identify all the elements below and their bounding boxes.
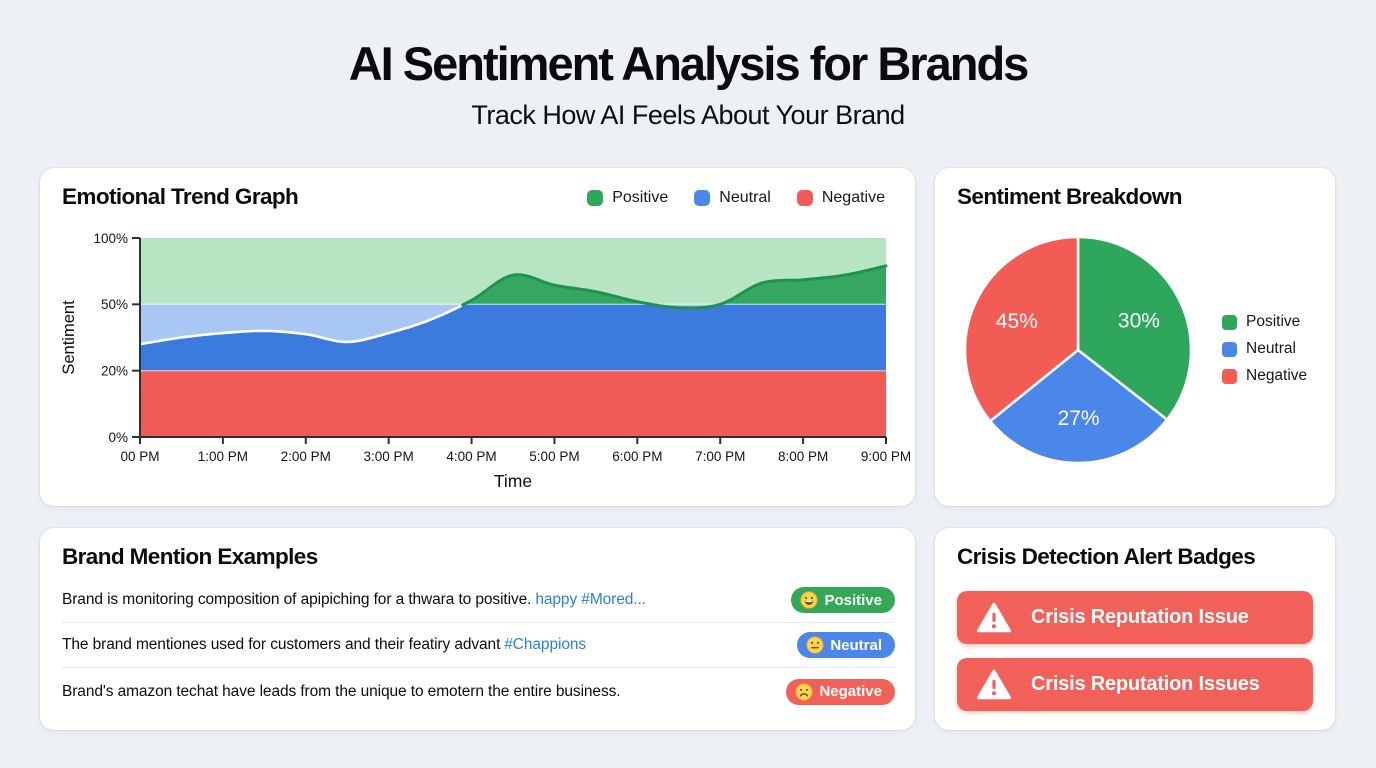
legend-label: Positive (1246, 313, 1301, 330)
pie-card-title: Sentiment Breakdown (957, 184, 1183, 209)
legend-label: Positive (612, 189, 669, 206)
x-tick-label: 4:00 PM (446, 449, 496, 464)
legend-item-positive: Positive (587, 189, 668, 207)
crisis-badge-label: Crisis Reputation Issues (1031, 673, 1260, 695)
mention-body: Brand is monitoring composition of apipi… (62, 591, 532, 608)
mention-row: Brand's amazon techat have leads from th… (62, 668, 895, 715)
mention-text: Brand is monitoring composition of apipi… (62, 591, 646, 609)
mentions-list: Brand is monitoring composition of apipi… (62, 578, 895, 715)
sentiment-badge-negative: Negative (786, 678, 895, 705)
x-tick-label: 7:00 PM (695, 449, 745, 464)
crisis-card-title: Crisis Detection Alert Badges (957, 544, 1256, 569)
y-tick-label: 20% (101, 363, 128, 378)
mention-body: The brand mentiones used for customers a… (62, 636, 501, 653)
crisis-alert-badge[interactable]: Crisis Reputation Issues (957, 658, 1313, 711)
positive-color-chip-icon (1222, 314, 1237, 330)
x-tick-label: 1:00 PM (198, 449, 248, 464)
legend-label: Neutral (719, 189, 771, 206)
y-tick-label: 0% (108, 430, 128, 445)
sentiment-badge-positive: Positive (791, 587, 895, 613)
neutral-area (140, 304, 886, 371)
crisis-alert-badge[interactable]: Crisis Reputation Issue (957, 591, 1313, 644)
emotional-trend-card: Emotional Trend Graph Positive Neutral Neg… (40, 168, 915, 506)
x-tick-label: 9:00 PM (861, 449, 911, 464)
y-tick-label: 100% (93, 231, 128, 246)
trend-card-title: Emotional Trend Graph (62, 184, 299, 209)
sentiment-badge-label: Neutral (830, 636, 882, 654)
x-tick-label: 00 PM (120, 449, 159, 464)
neutral-color-chip-icon (1222, 341, 1237, 357)
pie-slice-label: 27% (1058, 407, 1100, 430)
pie-slice-negative (963, 235, 1080, 423)
sentiment-badge-neutral: Neutral (797, 632, 895, 658)
frowning-face-icon (795, 682, 814, 701)
x-tick-label: 2:00 PM (281, 449, 331, 464)
emotional-trend-chart: 0% 20% 50% 100% 00 PM 1:00 PM 2:00 PM 3:00 PM 4:… (60, 231, 911, 491)
legend-item-neutral: Neutral (1222, 340, 1307, 358)
sentiment-pie-chart: 30% 27% 45% (963, 235, 1193, 465)
legend-label: Negative (1246, 367, 1308, 384)
pie-slice-neutral (988, 348, 1169, 465)
grinning-face-icon (800, 591, 819, 609)
legend-item-positive: Positive (1222, 313, 1307, 331)
crisis-alerts-card: Crisis Detection Alert Badges Crisis Rep… (935, 528, 1335, 730)
pie-slice-positive (1076, 235, 1193, 421)
page-title: AI Sentiment Analysis for Brands (348, 37, 1030, 90)
mention-row: The brand mentiones used for customers a… (62, 623, 895, 668)
crisis-badges-list: Crisis Reputation Issue Crisis Reputation… (957, 591, 1313, 711)
mention-hashtag-link[interactable]: #Chappions (504, 636, 587, 653)
brand-mentions-card: Brand Mention Examples Brand is monitori… (40, 528, 915, 730)
page-subtitle: Track How AI Feels About Your Brand (471, 100, 905, 130)
y-tick-label: 50% (101, 297, 128, 312)
sentiment-badge-label: Negative (819, 683, 882, 700)
legend-item-neutral: Neutral (694, 189, 771, 207)
x-tick-label: 5:00 PM (529, 449, 579, 464)
trend-legend: Positive Neutral Negative (587, 189, 885, 207)
x-tick-label: 8:00 PM (778, 449, 828, 464)
x-axis-title: Time (494, 471, 532, 491)
pie-legend: Positive Neutral Negative (1222, 313, 1307, 385)
mention-text: The brand mentiones used for customers a… (62, 636, 586, 654)
mention-text: Brand's amazon techat have leads from th… (62, 682, 621, 701)
mention-row: Brand is monitoring composition of apipi… (62, 578, 895, 623)
neutral-color-chip-icon (694, 190, 711, 206)
crisis-badge-label: Crisis Reputation Issue (1031, 606, 1249, 628)
trend-line-white (138, 303, 464, 346)
pie-slice-label: 45% (996, 310, 1038, 333)
x-tick-label: 6:00 PM (612, 449, 662, 464)
negative-color-chip-icon (796, 190, 813, 206)
negative-area (140, 370, 886, 438)
x-tick-label: 3:00 PM (364, 449, 414, 464)
warning-triangle-icon (977, 669, 1011, 700)
mentions-card-title: Brand Mention Examples (62, 544, 318, 569)
legend-item-negative: Negative (1222, 367, 1307, 385)
page-header: AI Sentiment Analysis for Brands Track H… (0, 0, 1376, 131)
warning-triangle-icon (977, 602, 1011, 633)
sentiment-badge-label: Positive (824, 591, 882, 609)
mention-body: Brand's amazon techat have leads from th… (62, 682, 621, 700)
pie-slice-label: 30% (1118, 309, 1160, 332)
y-axis-title: Sentiment (60, 300, 78, 375)
neutral-face-icon (806, 636, 824, 654)
positive-area (140, 265, 886, 305)
sentiment-breakdown-card: Sentiment Breakdown 30% 27% 45% Positive Ne… (935, 168, 1335, 506)
legend-label: Negative (821, 189, 885, 206)
legend-item-negative: Negative (796, 189, 885, 207)
negative-color-chip-icon (1222, 368, 1237, 384)
legend-label: Neutral (1246, 340, 1296, 357)
mention-hashtag-link[interactable]: happy #Mored... (535, 591, 646, 608)
positive-color-chip-icon (587, 190, 604, 206)
trend-line-green (461, 264, 888, 310)
